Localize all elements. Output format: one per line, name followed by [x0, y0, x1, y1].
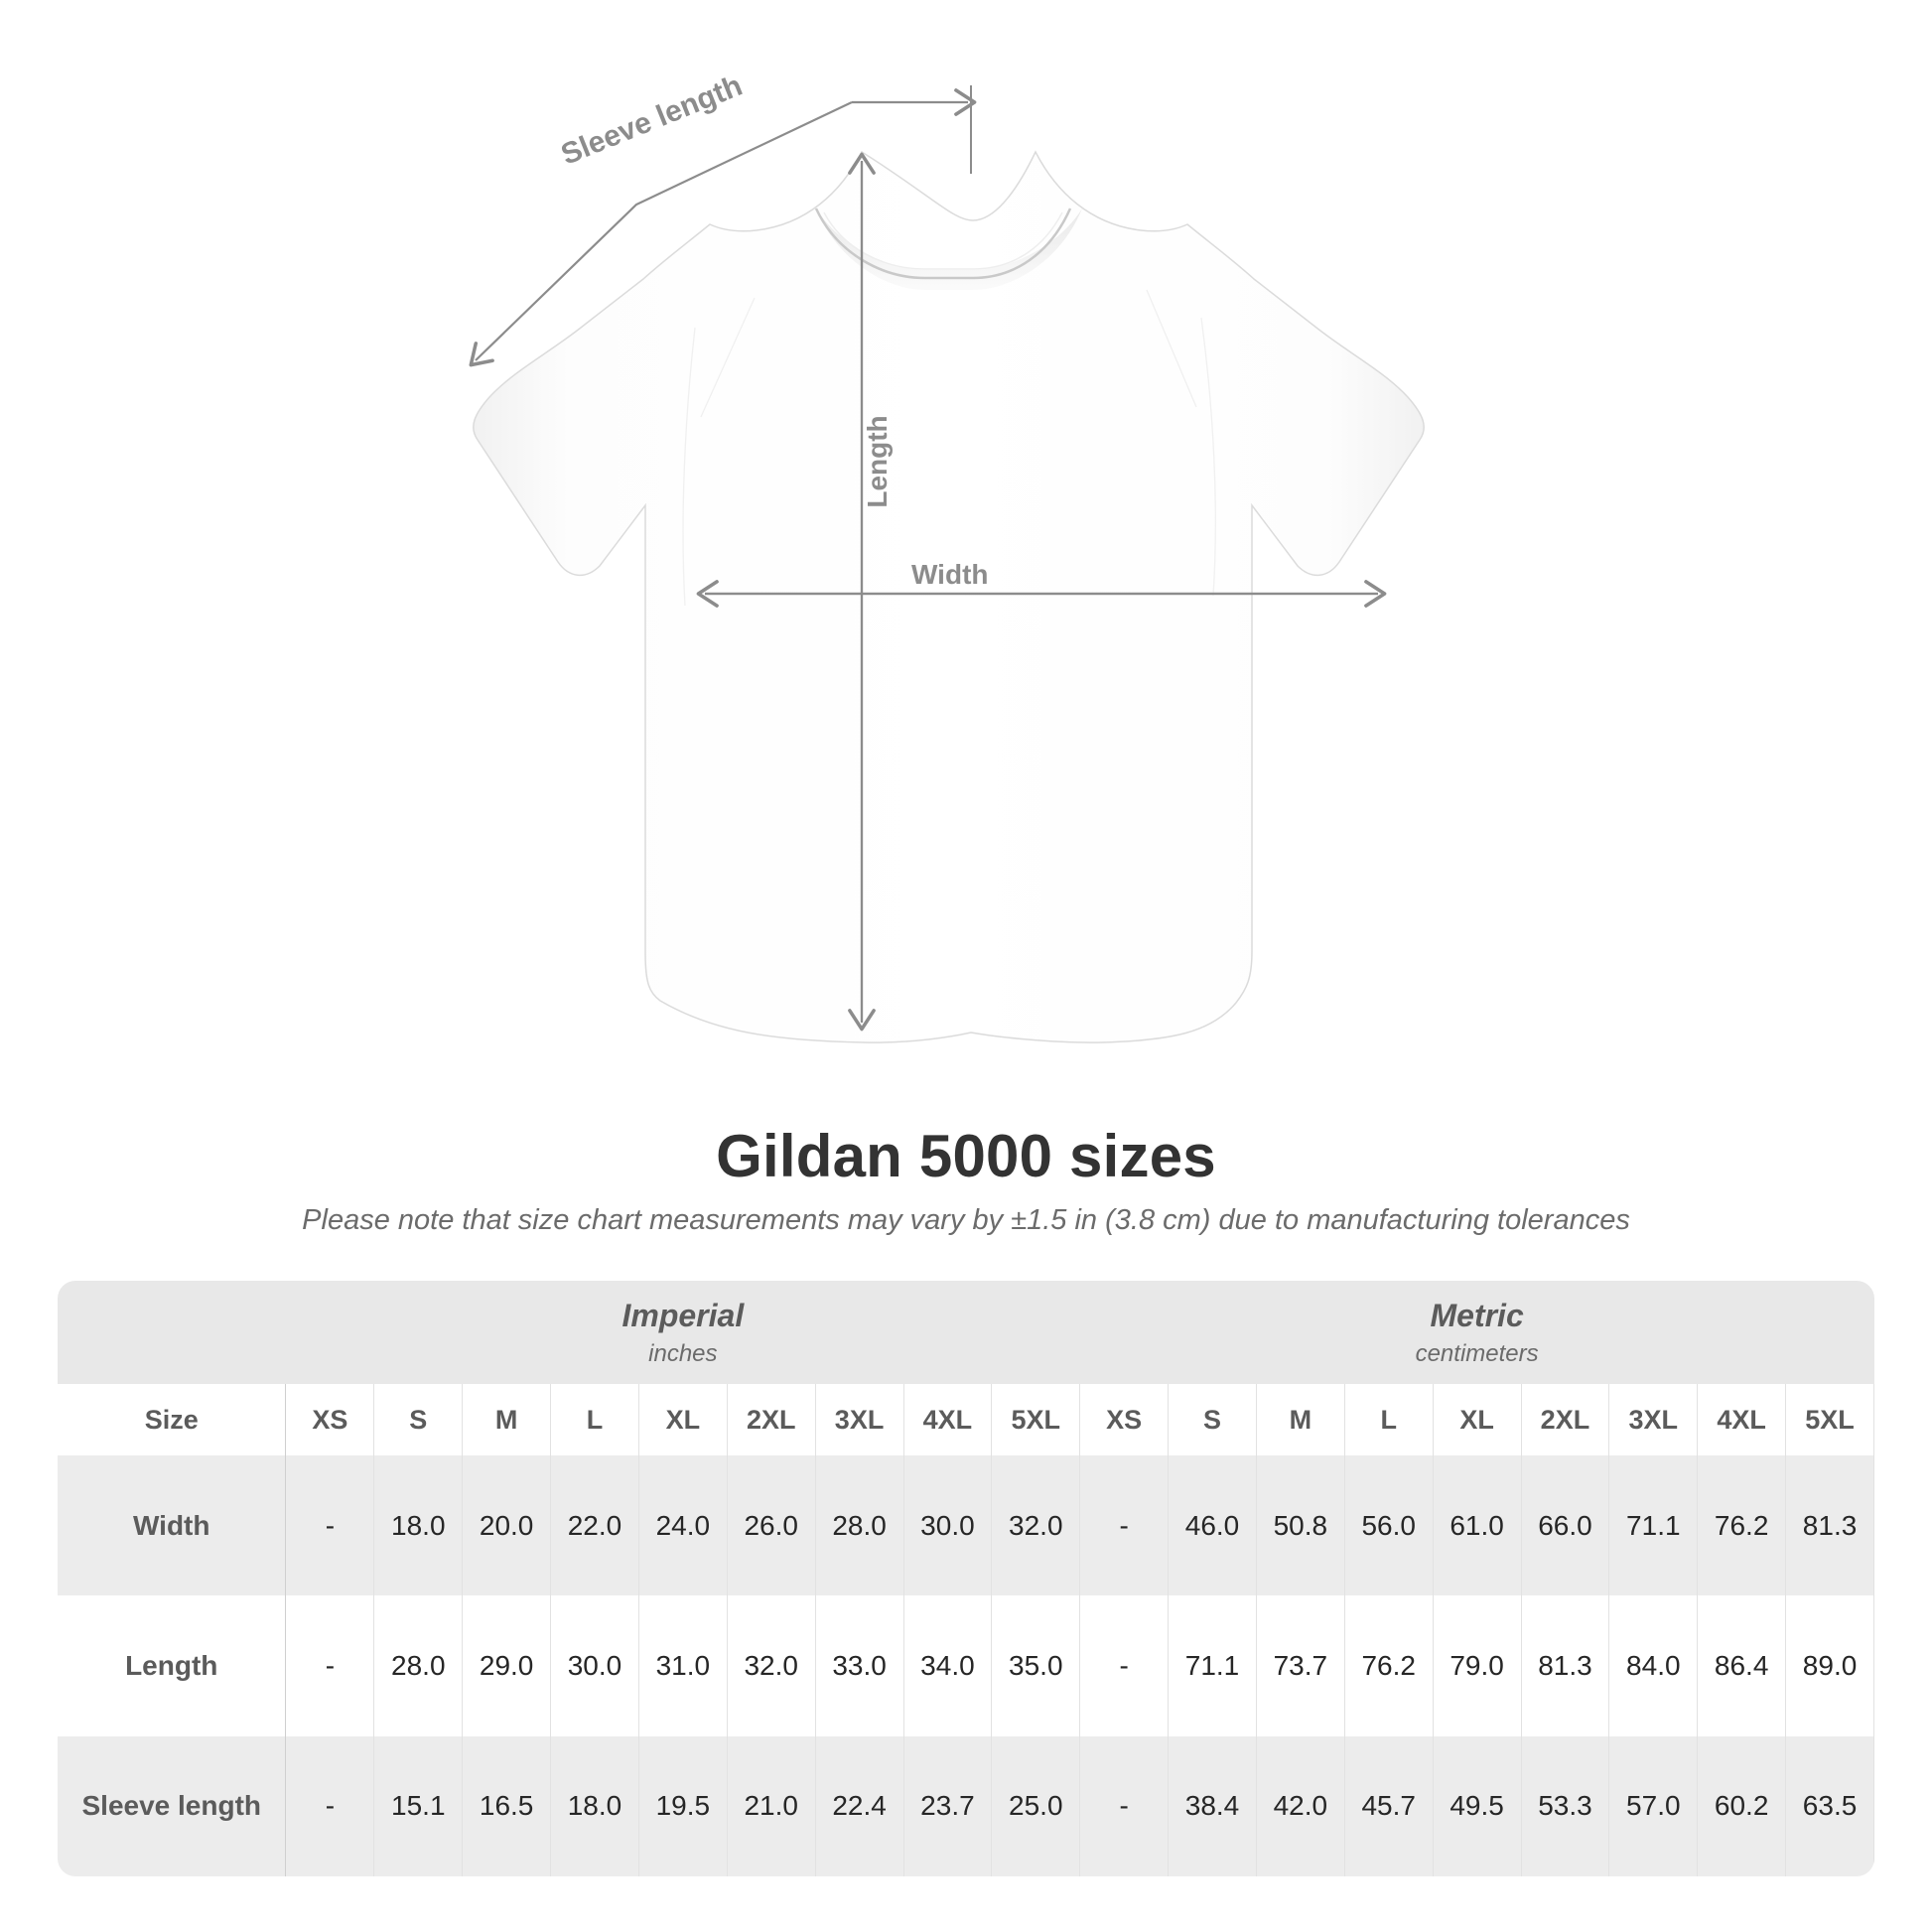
- svg-text:Sleeve length: Sleeve length: [557, 69, 748, 172]
- svg-text:Width: Width: [911, 559, 989, 590]
- svg-text:Length: Length: [862, 415, 893, 507]
